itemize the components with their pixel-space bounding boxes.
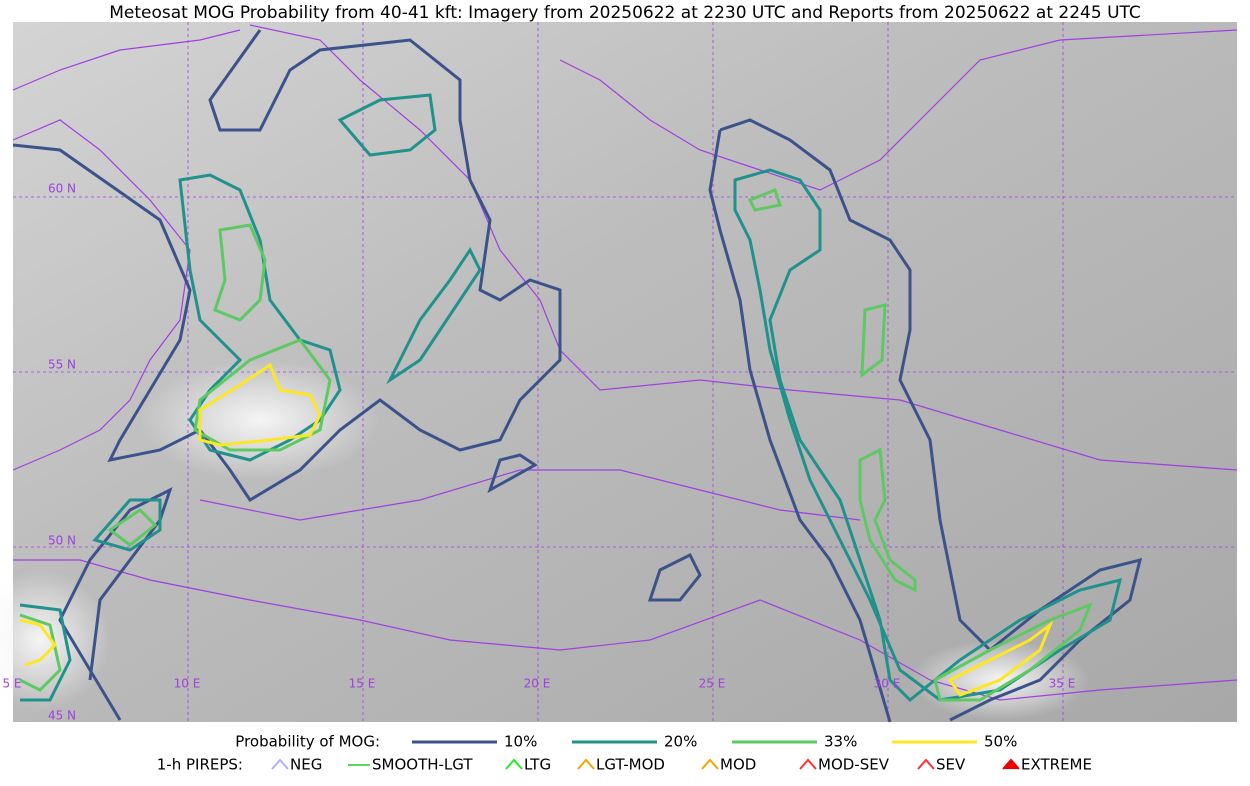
legend-label: 10% xyxy=(504,733,537,751)
pirep-symbol xyxy=(271,758,289,770)
lat-label: 50 N xyxy=(48,534,76,548)
contours xyxy=(12,29,1143,723)
contour-10 xyxy=(12,29,562,503)
pirep-symbol xyxy=(505,758,523,770)
contour-33 xyxy=(747,188,1093,702)
lat-label: 60 N xyxy=(48,182,76,196)
pirep-symbol xyxy=(917,758,935,770)
legend-title: Probability of MOG: xyxy=(235,733,380,751)
lon-label: 10 E xyxy=(174,677,201,691)
lat-label: 55 N xyxy=(48,358,76,372)
pirep-label: EXTREME xyxy=(1021,756,1092,774)
contour-10 xyxy=(487,453,702,602)
contour-33 xyxy=(193,223,332,452)
legend-label: 33% xyxy=(824,733,857,751)
pirep-label: SMOOTH-LGT xyxy=(372,756,473,774)
legend-label: 50% xyxy=(984,733,1017,751)
map-labels: 60 N 55 N 50 N 45 N 5 E 10 E 15 E 20 E 25 E 30 E 3… xyxy=(2,182,1075,723)
pirep-label: LGT-MOD xyxy=(596,756,665,774)
legend-label: 20% xyxy=(664,733,697,751)
pirep-legend: NEG SMOOTH-LGT LTG LGT-MOD MOD MOD-SEV SEV EXTR… xyxy=(271,756,1092,774)
contour-33 xyxy=(19,508,158,692)
pirep-label: SEV xyxy=(936,756,966,774)
map-title: Meteosat MOG Probability from 40-41 kft:… xyxy=(109,3,1141,23)
cloud xyxy=(140,360,380,480)
probability-legend: 10% 20% 33% 50% xyxy=(412,733,1017,751)
lon-label: 20 E xyxy=(524,677,551,691)
legend: Probability of MOG: 10% 20% 33% 50% 1-h PIR… xyxy=(157,733,1092,774)
contour-20 xyxy=(337,93,482,385)
legend-title: 1-h PIREPS: xyxy=(157,756,243,774)
pirep-symbol xyxy=(799,758,817,770)
contour-10 xyxy=(58,487,173,721)
contour-20 xyxy=(733,168,1123,703)
pirep-symbol xyxy=(701,758,719,770)
map: 60 N 55 N 50 N 45 N 5 E 10 E 15 E 20 E 25 E 30 E 3… xyxy=(0,22,1238,723)
pirep-label: NEG xyxy=(290,756,322,774)
grid xyxy=(13,22,1237,722)
pirep-label: MOD xyxy=(720,756,756,774)
contour-20 xyxy=(178,173,342,462)
pirep-symbol xyxy=(577,758,595,770)
lon-label: 30 E xyxy=(874,677,901,691)
lon-label: 5 E xyxy=(2,677,21,691)
lat-label: 45 N xyxy=(48,709,76,723)
pirep-symbol xyxy=(1002,758,1020,770)
lon-label: 25 E xyxy=(699,677,726,691)
pirep-label: MOD-SEV xyxy=(818,756,890,774)
lon-label: 35 E xyxy=(1049,677,1076,691)
contour-50 xyxy=(19,362,1054,697)
lon-label: 15 E xyxy=(349,677,376,691)
contour-20 xyxy=(19,498,162,702)
pirep-label: LTG xyxy=(524,756,551,774)
